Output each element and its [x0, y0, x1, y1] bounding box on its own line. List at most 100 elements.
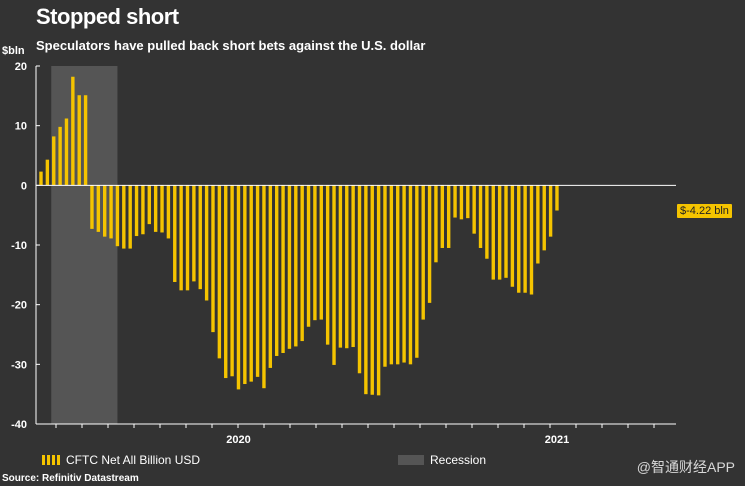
- bar: [313, 185, 317, 321]
- chart-title: Stopped short: [36, 4, 179, 29]
- bar: [224, 185, 228, 379]
- bar: [351, 185, 355, 348]
- bar: [383, 185, 387, 367]
- last-value-callout: $-4.22 bln: [677, 204, 732, 218]
- y-tick-label: 10: [15, 121, 27, 133]
- bar: [103, 185, 107, 237]
- bar: [472, 185, 476, 234]
- legend-series-label: CFTC Net All Billion USD: [66, 453, 201, 467]
- bar: [230, 185, 234, 377]
- bar: [421, 185, 425, 320]
- bar: [440, 185, 445, 248]
- bar: [128, 185, 132, 249]
- bar: [415, 185, 419, 358]
- bar: [274, 185, 279, 356]
- bar: [281, 185, 285, 353]
- x-tick-label: 2021: [545, 434, 569, 446]
- bar: [408, 185, 413, 365]
- bar: [491, 185, 495, 280]
- source-note: Source: Refinitiv Datastream: [2, 473, 139, 484]
- bar: [446, 185, 451, 248]
- bar: [466, 185, 470, 219]
- bar: [185, 185, 190, 291]
- bar: [434, 185, 438, 263]
- bar: [153, 185, 158, 232]
- y-tick-label: -30: [11, 359, 27, 371]
- bar: [109, 185, 113, 239]
- bar: [325, 185, 330, 345]
- y-tick-label: 20: [15, 61, 27, 73]
- chart-subtitle: Speculators have pulled back short bets …: [36, 38, 426, 53]
- bar: [39, 171, 43, 186]
- bar: [548, 185, 553, 237]
- bar: [211, 185, 215, 333]
- y-axis-unit-label: $bln: [2, 45, 25, 57]
- bar: [77, 95, 81, 186]
- bar: [517, 185, 521, 293]
- bar: [141, 185, 145, 235]
- legend-series: CFTC Net All Billion USD: [42, 453, 200, 467]
- bar: [497, 185, 502, 280]
- x-tick-label: 2020: [226, 434, 250, 446]
- bar: [357, 185, 362, 374]
- bar: [478, 185, 483, 248]
- bar: [90, 185, 94, 229]
- bar: [243, 185, 247, 385]
- bar: [555, 185, 559, 211]
- bar: [166, 185, 171, 239]
- y-tick-label: -20: [11, 300, 27, 312]
- y-tick-label: 0: [21, 180, 27, 192]
- bar: [96, 185, 101, 232]
- bar: [306, 185, 311, 327]
- bar: [536, 185, 540, 264]
- bar: [179, 185, 183, 291]
- bar: [504, 185, 508, 278]
- bar: [510, 185, 515, 287]
- bar: [52, 136, 56, 186]
- y-tick-label: -40: [11, 419, 27, 431]
- bar: [198, 185, 202, 290]
- bar: [147, 185, 151, 225]
- bar: [364, 185, 368, 395]
- bar: [160, 185, 164, 233]
- bar: [173, 185, 177, 282]
- bar: [376, 185, 381, 396]
- bar: [217, 185, 222, 359]
- bar: [262, 185, 266, 389]
- bar: [389, 185, 394, 365]
- bar: [287, 185, 292, 349]
- bar: [255, 185, 260, 377]
- bar: [83, 95, 88, 186]
- bar: [427, 185, 432, 303]
- bar: [134, 185, 139, 237]
- bar: [300, 185, 304, 342]
- bar: [338, 185, 343, 348]
- bar: [294, 185, 298, 347]
- bar: [122, 185, 126, 249]
- bar: [268, 185, 273, 368]
- bar-series-swatch: [42, 455, 60, 465]
- bar: [459, 185, 464, 220]
- bar: [453, 185, 457, 218]
- bar: [45, 159, 50, 186]
- bar: [485, 185, 489, 259]
- bar: [402, 185, 406, 363]
- bar: [396, 185, 400, 365]
- bar: [192, 185, 196, 282]
- watermark: @智通财经APP: [636, 459, 735, 475]
- bar: [236, 185, 241, 390]
- bar: [529, 185, 534, 295]
- bar: [115, 185, 120, 247]
- bar: [58, 126, 62, 186]
- bar: [332, 185, 336, 365]
- bar: [542, 185, 546, 251]
- bar: [249, 185, 253, 382]
- bar: [370, 185, 374, 395]
- bar: [523, 185, 527, 293]
- bar: [64, 118, 69, 186]
- bar: [319, 185, 323, 320]
- y-tick-label: -10: [11, 240, 27, 252]
- bar: [204, 185, 209, 301]
- recession-swatch: [398, 455, 424, 465]
